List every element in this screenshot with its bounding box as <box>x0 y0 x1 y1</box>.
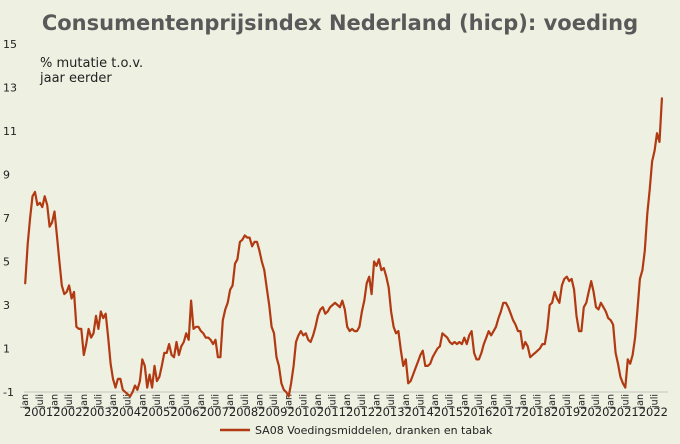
x-year-label: 2011 <box>317 405 346 419</box>
x-month-label: juli <box>445 394 456 409</box>
x-year-label: 2012 <box>346 405 375 419</box>
x-month-label: jan <box>518 394 529 409</box>
x-month-label: juli <box>650 394 661 409</box>
x-month-label: jan <box>489 394 500 409</box>
x-month-label: jan <box>108 394 119 409</box>
x-month-label: juli <box>181 394 192 409</box>
x-month-label: jan <box>254 394 265 409</box>
x-year-label: 2021 <box>609 405 638 419</box>
x-month-label: jan <box>606 394 617 409</box>
x-month-label: juli <box>591 394 602 409</box>
x-month-label: jan <box>284 394 295 409</box>
x-month-label: juli <box>240 394 251 409</box>
x-month-label: juli <box>503 394 514 409</box>
y-tick-label: 13 <box>3 82 17 95</box>
legend-label: SA08 Voedingsmiddelen, dranken en tabak <box>255 424 493 437</box>
x-year-label: 2001 <box>24 405 53 419</box>
x-month-label: juli <box>620 394 631 409</box>
x-month-label: juli <box>64 394 75 409</box>
x-month-label: juli <box>328 394 339 409</box>
x-month-label: jan <box>137 394 148 409</box>
x-month-label: juli <box>152 394 163 409</box>
x-month-label: jan <box>20 394 31 409</box>
y-tick-label: 11 <box>3 125 17 138</box>
legend: SA08 Voedingsmiddelen, dranken en tabak <box>220 424 493 437</box>
x-month-label: jan <box>576 394 587 409</box>
y-tick-label: 3 <box>3 299 10 312</box>
y-tick-label: 1 <box>3 343 10 356</box>
x-month-label: jan <box>547 394 558 409</box>
x-month-label: juli <box>386 394 397 409</box>
x-month-label: jan <box>635 394 646 409</box>
x-year-label: 2018 <box>522 405 551 419</box>
x-year-label: 2007 <box>200 405 229 419</box>
x-year-label: 2015 <box>434 405 463 419</box>
x-year-label: 2010 <box>287 405 316 419</box>
x-year-label: 2014 <box>405 405 434 419</box>
x-year-label: 2003 <box>83 405 112 419</box>
x-year-label: 2005 <box>141 405 170 419</box>
x-year-label: 2019 <box>551 405 580 419</box>
x-month-label: juli <box>210 394 221 409</box>
y-tick-label: 9 <box>3 169 10 182</box>
y-tick-label: -1 <box>3 386 14 399</box>
x-year-label: 2020 <box>580 405 609 419</box>
x-month-label: juli <box>269 394 280 409</box>
y-tick-label: 15 <box>3 38 17 51</box>
series-line <box>24 97 664 398</box>
x-year-label: 2017 <box>492 405 521 419</box>
x-month-label: juli <box>123 394 134 409</box>
x-month-label: jan <box>49 394 60 409</box>
x-month-label: jan <box>342 394 353 409</box>
x-month-label: jan <box>225 394 236 409</box>
x-year-label: 2009 <box>258 405 287 419</box>
annotation-line-1: % mutatie t.o.v. <box>40 56 143 71</box>
y-tick-label: 5 <box>3 256 10 269</box>
x-year-label: 2002 <box>53 405 82 419</box>
x-month-label: jan <box>459 394 470 409</box>
x-month-label: jan <box>167 394 178 409</box>
x-month-label: jan <box>79 394 90 409</box>
x-year-label: 2004 <box>112 405 141 419</box>
x-month-label: jan <box>371 394 382 409</box>
x-month-label: jan <box>430 394 441 409</box>
x-month-label: jan <box>313 394 324 409</box>
x-month-label: juli <box>93 394 104 409</box>
plot-area <box>24 97 664 398</box>
x-month-label: juli <box>298 394 309 409</box>
x-year-label: 2016 <box>463 405 492 419</box>
x-month-label: juli <box>357 394 368 409</box>
x-month-label: juli <box>562 394 573 409</box>
x-year-label: 2013 <box>375 405 404 419</box>
x-month-label: jan <box>401 394 412 409</box>
x-month-label: jan <box>196 394 207 409</box>
y-tick-label: 7 <box>3 212 10 225</box>
annotation-line-2: jaar eerder <box>39 71 112 86</box>
x-month-label: juli <box>415 394 426 409</box>
x-month-label: juli <box>35 394 46 409</box>
chart-title: Consumentenprijsindex Nederland (hicp): … <box>42 11 638 35</box>
x-year-label: 2008 <box>229 405 258 419</box>
x-year-label: 2006 <box>170 405 199 419</box>
x-month-label: juli <box>474 394 485 409</box>
x-month-label: juli <box>532 394 543 409</box>
x-year-label: 2022 <box>639 405 668 419</box>
